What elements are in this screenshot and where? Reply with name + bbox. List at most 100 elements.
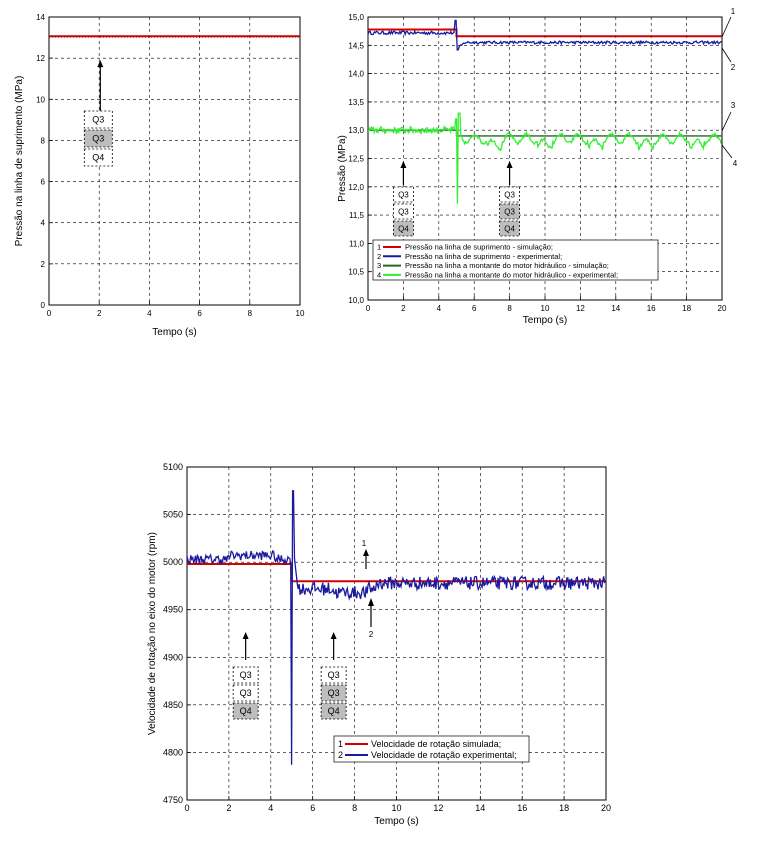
x-tick-label: 20 <box>718 304 727 313</box>
q-label-box <box>499 220 521 237</box>
y-tick-label: 11,0 <box>349 239 365 248</box>
q-label-box <box>232 702 259 720</box>
series-line-supply-exp <box>367 19 722 51</box>
q-label-box <box>320 684 347 702</box>
y-tick-label: 4 <box>41 219 46 228</box>
arrow-head <box>97 60 104 68</box>
x-tick-label: 2 <box>401 304 406 313</box>
x-tick-label: 8 <box>507 304 512 313</box>
y-tick-label: 10 <box>36 95 45 104</box>
y-tick-label: 10,5 <box>348 268 364 277</box>
y-tick-label: 4850 <box>163 700 183 710</box>
q-label: Q3 <box>504 191 515 200</box>
y-tick-label: 8 <box>41 136 46 145</box>
y-tick-label: 4950 <box>163 605 183 615</box>
curve-marker-label: 4 <box>733 159 738 168</box>
x-tick-label: 0 <box>366 304 371 313</box>
y-tick-label: 12 <box>36 54 45 63</box>
x-tick-label: 10 <box>296 309 305 318</box>
y-tick-label: 5050 <box>163 510 183 520</box>
curve-marker-label: 3 <box>731 101 736 110</box>
q-label-box <box>392 203 414 220</box>
curve-marker-pointer <box>721 144 733 159</box>
chart-group: 0 2 4 6 8 10 12 14 16 18 2047504800485049004950500… <box>147 462 611 827</box>
x-tick-label: 4 <box>437 304 442 313</box>
x-tick-label: 12 <box>433 803 443 813</box>
q-label: Q3 <box>328 670 340 680</box>
plot-frame <box>186 466 607 801</box>
arrow-head <box>506 161 513 168</box>
x-tick-label: 18 <box>682 304 691 313</box>
legend-number: 2 <box>377 252 381 261</box>
x-tick-label: 4 <box>147 309 152 318</box>
y-tick-label: 14 <box>36 13 45 22</box>
x-tick-label: 0 <box>47 309 52 318</box>
y-tick-label: 15,0 <box>348 13 364 22</box>
q-label: Q3 <box>504 208 515 217</box>
q-label-box <box>320 702 347 720</box>
plot-frame <box>48 16 301 306</box>
legend-box <box>333 735 530 763</box>
q-label-box <box>392 186 414 203</box>
legend-entry: Pressão na linha a montante do motor hid… <box>405 261 609 270</box>
chart-group: 0 2 4 6 8 10 12 14 16 18 2010,010,511,011,512,012,… <box>337 7 738 326</box>
x-tick-label: 16 <box>517 803 527 813</box>
x-tick-label: 6 <box>310 803 315 813</box>
x-axis-label: Tempo (s) <box>374 816 418 827</box>
arrow-head <box>363 549 369 556</box>
y-axis-label: Pressão (MPa) <box>337 135 348 202</box>
arrow-head <box>330 632 337 639</box>
x-tick-label: 12 <box>576 304 585 313</box>
y-tick-label: 13,5 <box>348 98 364 107</box>
y-tick-label: 14,5 <box>348 41 364 50</box>
q-label: Q3 <box>240 688 252 698</box>
y-tick-label: 10,0 <box>348 296 364 305</box>
q-label: Q3 <box>398 191 409 200</box>
curve-marker-label: 1 <box>362 539 367 548</box>
legend-entry: Velocidade de rotação experimental; <box>371 750 517 760</box>
series-line-speed-exp <box>186 490 607 765</box>
x-tick-label: 4 <box>268 803 273 813</box>
q-label-box <box>232 684 259 702</box>
y-tick-label: 6 <box>41 178 46 187</box>
x-tick-label: 16 <box>647 304 656 313</box>
q-label: Q3 <box>398 208 409 217</box>
q-label-box <box>320 666 347 684</box>
y-tick-label: 12,0 <box>348 183 364 192</box>
x-tick-label: 6 <box>197 309 202 318</box>
x-tick-label: 6 <box>472 304 477 313</box>
legend-number: 1 <box>338 739 343 749</box>
y-tick-label: 0 <box>41 301 46 310</box>
arrow-head <box>368 598 374 606</box>
curve-marker-label: 1 <box>731 7 736 16</box>
q-label: Q3 <box>240 670 252 680</box>
y-axis-label: Velocidade de rotação no eixo do motor (… <box>147 532 158 735</box>
legend-entry: Pressão na linha de suprimento - simulaç… <box>405 243 553 252</box>
q-label-box <box>232 666 259 684</box>
x-axis-label: Tempo (s) <box>523 315 567 326</box>
y-axis-label: Pressão na linha de suprimento (MPa) <box>14 76 25 247</box>
legend-number: 2 <box>338 750 343 760</box>
x-tick-label: 14 <box>475 803 485 813</box>
q-label: Q4 <box>398 225 409 234</box>
plot-frame <box>367 16 723 301</box>
legend-entry: Pressão na linha a montante do motor hid… <box>405 270 618 279</box>
y-tick-label: 14,0 <box>348 70 364 79</box>
q-label: Q3 <box>92 115 104 125</box>
y-tick-label: 5100 <box>163 462 183 472</box>
x-tick-label: 14 <box>611 304 620 313</box>
y-tick-label: 4750 <box>163 795 183 805</box>
legend-number: 4 <box>377 270 381 279</box>
curve-marker-label: 2 <box>731 63 736 72</box>
x-tick-label: 20 <box>601 803 611 813</box>
curve-marker-pointer <box>721 47 732 63</box>
curve-marker-pointer <box>721 16 732 38</box>
q-label-box <box>83 148 113 167</box>
series-line-motor-exp <box>367 112 722 204</box>
q-label-box <box>392 220 414 237</box>
x-tick-label: 10 <box>391 803 401 813</box>
x-tick-label: 0 <box>184 803 189 813</box>
legend-number: 1 <box>377 243 381 252</box>
q-label: Q4 <box>504 225 515 234</box>
q-label: Q4 <box>240 706 252 716</box>
